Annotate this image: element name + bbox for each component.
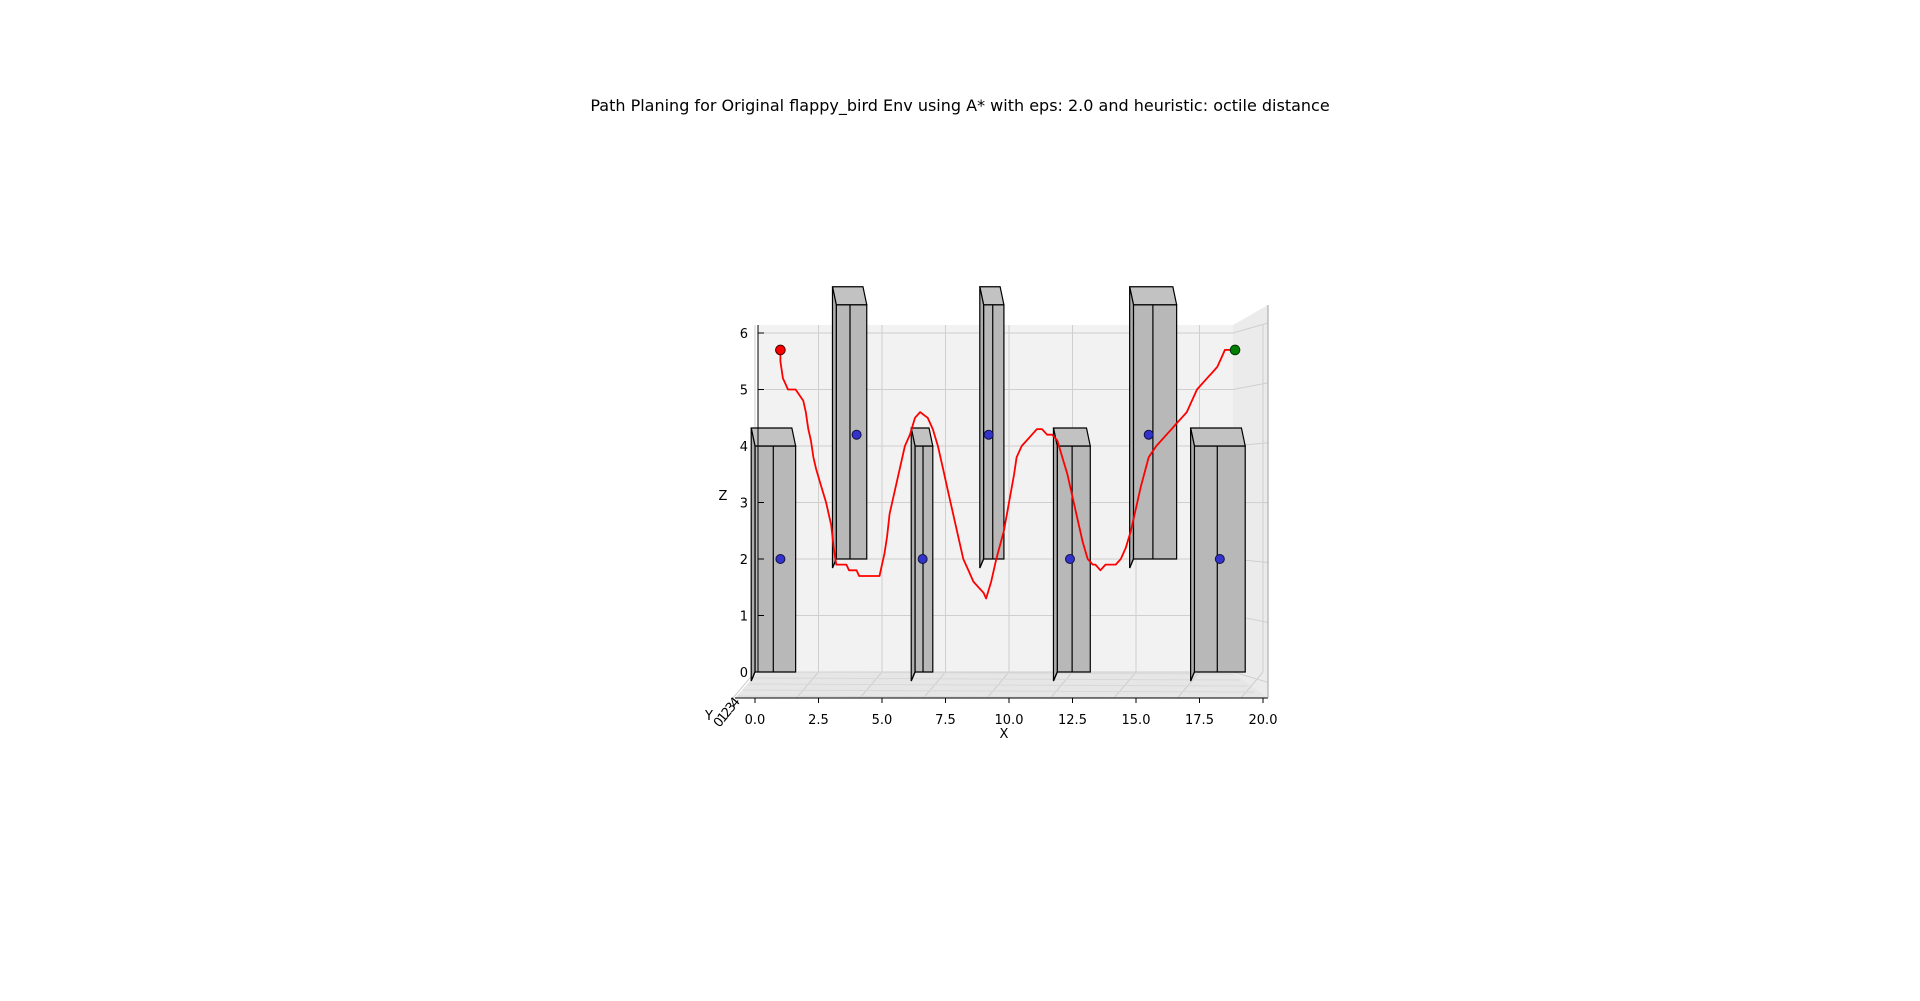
- x-tick-label: 2.5: [808, 713, 829, 728]
- z-tick-label: 6: [740, 327, 748, 342]
- obstacle-top-face: [831, 286, 868, 306]
- obstacle-center-point: [851, 429, 862, 440]
- grid-line-floor: [796, 671, 819, 699]
- marker-layer: [775, 344, 1241, 564]
- grid-line-y: [752, 677, 1241, 681]
- obstacle-side-face: [831, 286, 837, 569]
- grid-line-floor: [859, 671, 883, 699]
- z-tick-label: 0: [740, 666, 748, 681]
- path-layer: [779, 348, 1236, 600]
- obstacle-side-face: [979, 286, 985, 569]
- obstacle-center-point: [1214, 554, 1225, 564]
- planned-path-line: [779, 348, 1236, 600]
- x-tick-label: 10.0: [995, 713, 1024, 728]
- obstacle-top-face: [1128, 286, 1178, 306]
- x-tick-label: 17.5: [1185, 713, 1214, 728]
- obstacle-bottom-edge: [1129, 558, 1135, 569]
- obstacle-center-point: [1143, 429, 1154, 440]
- z-tick-label: 5: [740, 384, 748, 399]
- obstacle-block: [1128, 286, 1178, 569]
- obstacle-block: [750, 427, 797, 682]
- obstacle-center-point: [775, 554, 786, 564]
- z-axis-label: Z: [719, 489, 728, 504]
- x-axis-label: X: [1000, 727, 1009, 742]
- obstacle-bottom-edge: [1190, 671, 1195, 682]
- z-tick-label: 4: [740, 440, 748, 455]
- obstacle-back-face: [835, 304, 868, 560]
- grid-line-side: [1232, 382, 1269, 390]
- obstacle-bottom-edge: [979, 558, 985, 569]
- chart-title: Path Planing for Original flappy_bird En…: [590, 96, 1330, 115]
- obstacle-top-face: [1189, 427, 1246, 447]
- obstacle-side-face: [750, 427, 756, 682]
- z-tick-label: 3: [740, 497, 748, 512]
- x-tick-label: 0.0: [745, 713, 766, 728]
- grid-line-y: [747, 683, 1248, 687]
- axes-layer: 0.0 2.5 5.0 7.5 10.0 12.5 15.0 17.5 20.001234560…: [711, 305, 1278, 731]
- grid-line-y: [757, 671, 1234, 675]
- grid-line-floor: [1240, 671, 1264, 699]
- obstacle-block: [831, 286, 868, 569]
- grid-line-floor: [1177, 671, 1200, 699]
- start-point: [775, 344, 786, 356]
- obstacle-side-face: [910, 427, 916, 682]
- obstacle-side-face: [1052, 427, 1058, 682]
- z-tick-label: 1: [740, 610, 748, 625]
- obstacle-bottom-edge: [750, 671, 756, 682]
- x-tick-label: 12.5: [1058, 713, 1087, 728]
- grid-line-side: [1232, 671, 1269, 683]
- y-axis-label: Y: [704, 709, 713, 724]
- obstacle-bottom-edge: [910, 671, 916, 682]
- obstacle-center-point: [917, 554, 928, 564]
- obstacle-center-point: [1064, 554, 1075, 564]
- obstacle-side-face: [1190, 427, 1196, 682]
- z-tick-label: 2: [740, 553, 748, 568]
- grid-line-floor: [1113, 671, 1137, 699]
- obstacle-center-point: [983, 429, 994, 440]
- obstacle-bottom-edge: [1052, 671, 1058, 682]
- x-tick-label: 5.0: [872, 713, 893, 728]
- obstacle-block: [979, 286, 1005, 569]
- grid-line-y: [742, 689, 1255, 693]
- x-tick-label: 15.0: [1122, 713, 1151, 728]
- x-tick-label: 7.5: [935, 713, 956, 728]
- grid-line-side: [1232, 322, 1269, 334]
- x-tick-label: 20.0: [1249, 713, 1278, 728]
- goal-point: [1229, 344, 1241, 356]
